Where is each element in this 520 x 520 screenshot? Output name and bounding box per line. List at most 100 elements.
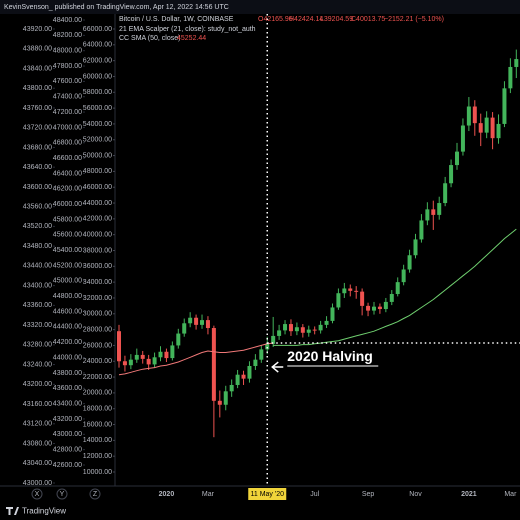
candle-body xyxy=(407,255,412,270)
candle-body xyxy=(383,301,388,310)
extra-axis-label: 46800.00 xyxy=(53,140,82,147)
candle-body xyxy=(128,359,133,366)
candle-body xyxy=(164,351,169,359)
candle-body xyxy=(277,330,282,336)
candle-body xyxy=(336,293,341,308)
y-tick-label: 10000.00 xyxy=(83,469,112,476)
extra-axis-label: 42800.00 xyxy=(53,446,82,453)
x-tick-label: Mar xyxy=(504,491,517,498)
legend-low: L39204.59 xyxy=(320,16,353,23)
legend-symbol: Bitcoin / U.S. Dollar, 1W, COINBASE xyxy=(119,16,234,23)
axis-buttons: X Y Z xyxy=(31,488,101,500)
extra-axis-label: 43320.00 xyxy=(23,322,52,329)
legend-study: 21 EMA Scalper (21, close): study_not_au… xyxy=(119,26,256,33)
extra-axis-label: 43200.00 xyxy=(53,416,82,423)
extra-axis-label: 44000.00 xyxy=(53,354,82,361)
button-circle xyxy=(89,488,101,500)
extra-axis-label: 43600.00 xyxy=(53,385,82,392)
candle-body xyxy=(490,117,495,139)
extra-axis-label: 43280.00 xyxy=(23,342,52,349)
extra-axis-label: 43840.00 xyxy=(23,65,52,72)
candle-body xyxy=(389,294,394,302)
candle-body xyxy=(182,323,187,334)
extra-axis-label: 43080.00 xyxy=(23,440,52,447)
candle-body xyxy=(443,183,448,204)
candle-body xyxy=(194,317,199,325)
candle-body xyxy=(211,328,216,401)
candle-body xyxy=(318,324,323,331)
plot: 2020 Halving xyxy=(117,14,520,486)
candle-body xyxy=(117,331,121,362)
candle-body xyxy=(205,320,210,329)
extra-axis-label: 43520.00 xyxy=(23,223,52,230)
extra-axis-label: 45600.00 xyxy=(53,232,82,239)
y-tick-label: 16000.00 xyxy=(83,421,112,428)
legend-sma-value: 45252.44 xyxy=(177,35,206,42)
y-tick-label: 12000.00 xyxy=(83,453,112,460)
annotation-text: 2020 Halving xyxy=(287,348,373,364)
candle-body xyxy=(140,354,145,359)
top-bar xyxy=(0,0,520,14)
candle-body xyxy=(283,324,288,331)
extra-axis-label: 43200.00 xyxy=(23,381,52,388)
extra-axis-label: 43640.00 xyxy=(23,164,52,171)
extra-axis-label: 45800.00 xyxy=(53,216,82,223)
button-circle xyxy=(31,488,43,500)
candle-body xyxy=(466,106,471,126)
candle-body xyxy=(253,359,258,366)
moving-average xyxy=(118,342,274,376)
candle-body xyxy=(437,203,442,215)
y-tick-label: 20000.00 xyxy=(83,390,112,397)
extra-axis-label: 45000.00 xyxy=(53,278,82,285)
extra-axis-label: 43440.00 xyxy=(23,263,52,270)
candle-body xyxy=(152,357,157,365)
y-tick-label: 60000.00 xyxy=(83,73,112,80)
annotation-arrow xyxy=(271,361,284,373)
publish-info: KevinSvenson_ published on TradingView.c… xyxy=(4,4,229,11)
candle-body xyxy=(247,365,252,379)
axis-button[interactable]: X xyxy=(35,491,40,498)
y-tick-label: 40000.00 xyxy=(83,232,112,239)
extra-axis-label: 44400.00 xyxy=(53,324,82,331)
footer-logo: TradingView xyxy=(22,507,66,516)
candle-body xyxy=(271,335,276,344)
extra-axis-label: 43400.00 xyxy=(23,282,52,289)
candle-body xyxy=(300,327,305,333)
y-tick-label: 54000.00 xyxy=(83,121,112,128)
extra-axis-label: 45200.00 xyxy=(53,262,82,269)
candle-body xyxy=(122,361,127,366)
legend-study: CC SMA (50, close) xyxy=(119,35,180,42)
extra-axis-label: 46400.00 xyxy=(53,170,82,177)
candle-body xyxy=(134,354,139,360)
candle-body xyxy=(354,290,359,292)
extra-axis-label: 43160.00 xyxy=(23,401,52,408)
candle-body xyxy=(377,306,382,310)
legend-open: O42165.96 xyxy=(258,16,293,23)
extra-axis-label: 43560.00 xyxy=(23,203,52,210)
candle-body xyxy=(401,269,406,283)
extra-axis-label: 43000.00 xyxy=(23,480,52,487)
y-tick-label: 66000.00 xyxy=(83,26,112,33)
y-tick-label: 32000.00 xyxy=(83,295,112,302)
candle-body xyxy=(306,329,311,333)
x-tick-label: Sep xyxy=(362,491,375,498)
candle-body xyxy=(158,351,163,358)
candle-body xyxy=(449,165,454,184)
extra-axis-label: 43240.00 xyxy=(23,361,52,368)
candle-body xyxy=(419,220,424,240)
axis-button[interactable]: Y xyxy=(60,491,65,498)
y-tick-label: 64000.00 xyxy=(83,42,112,49)
axis-button[interactable]: Z xyxy=(93,491,98,498)
candle-body xyxy=(229,384,234,392)
extra-axis-label: 43360.00 xyxy=(23,302,52,309)
candle-body xyxy=(460,125,465,152)
y-tick-label: 18000.00 xyxy=(83,406,112,413)
x-tick-label: 11 May '20 xyxy=(250,491,284,498)
moving-average xyxy=(273,228,517,346)
extra-axis-label: 43040.00 xyxy=(23,460,52,467)
extra-axis-label: 47600.00 xyxy=(53,78,82,85)
extra-axis-label: 47400.00 xyxy=(53,94,82,101)
y-tick-label: 50000.00 xyxy=(83,152,112,159)
candle-body xyxy=(188,317,193,324)
